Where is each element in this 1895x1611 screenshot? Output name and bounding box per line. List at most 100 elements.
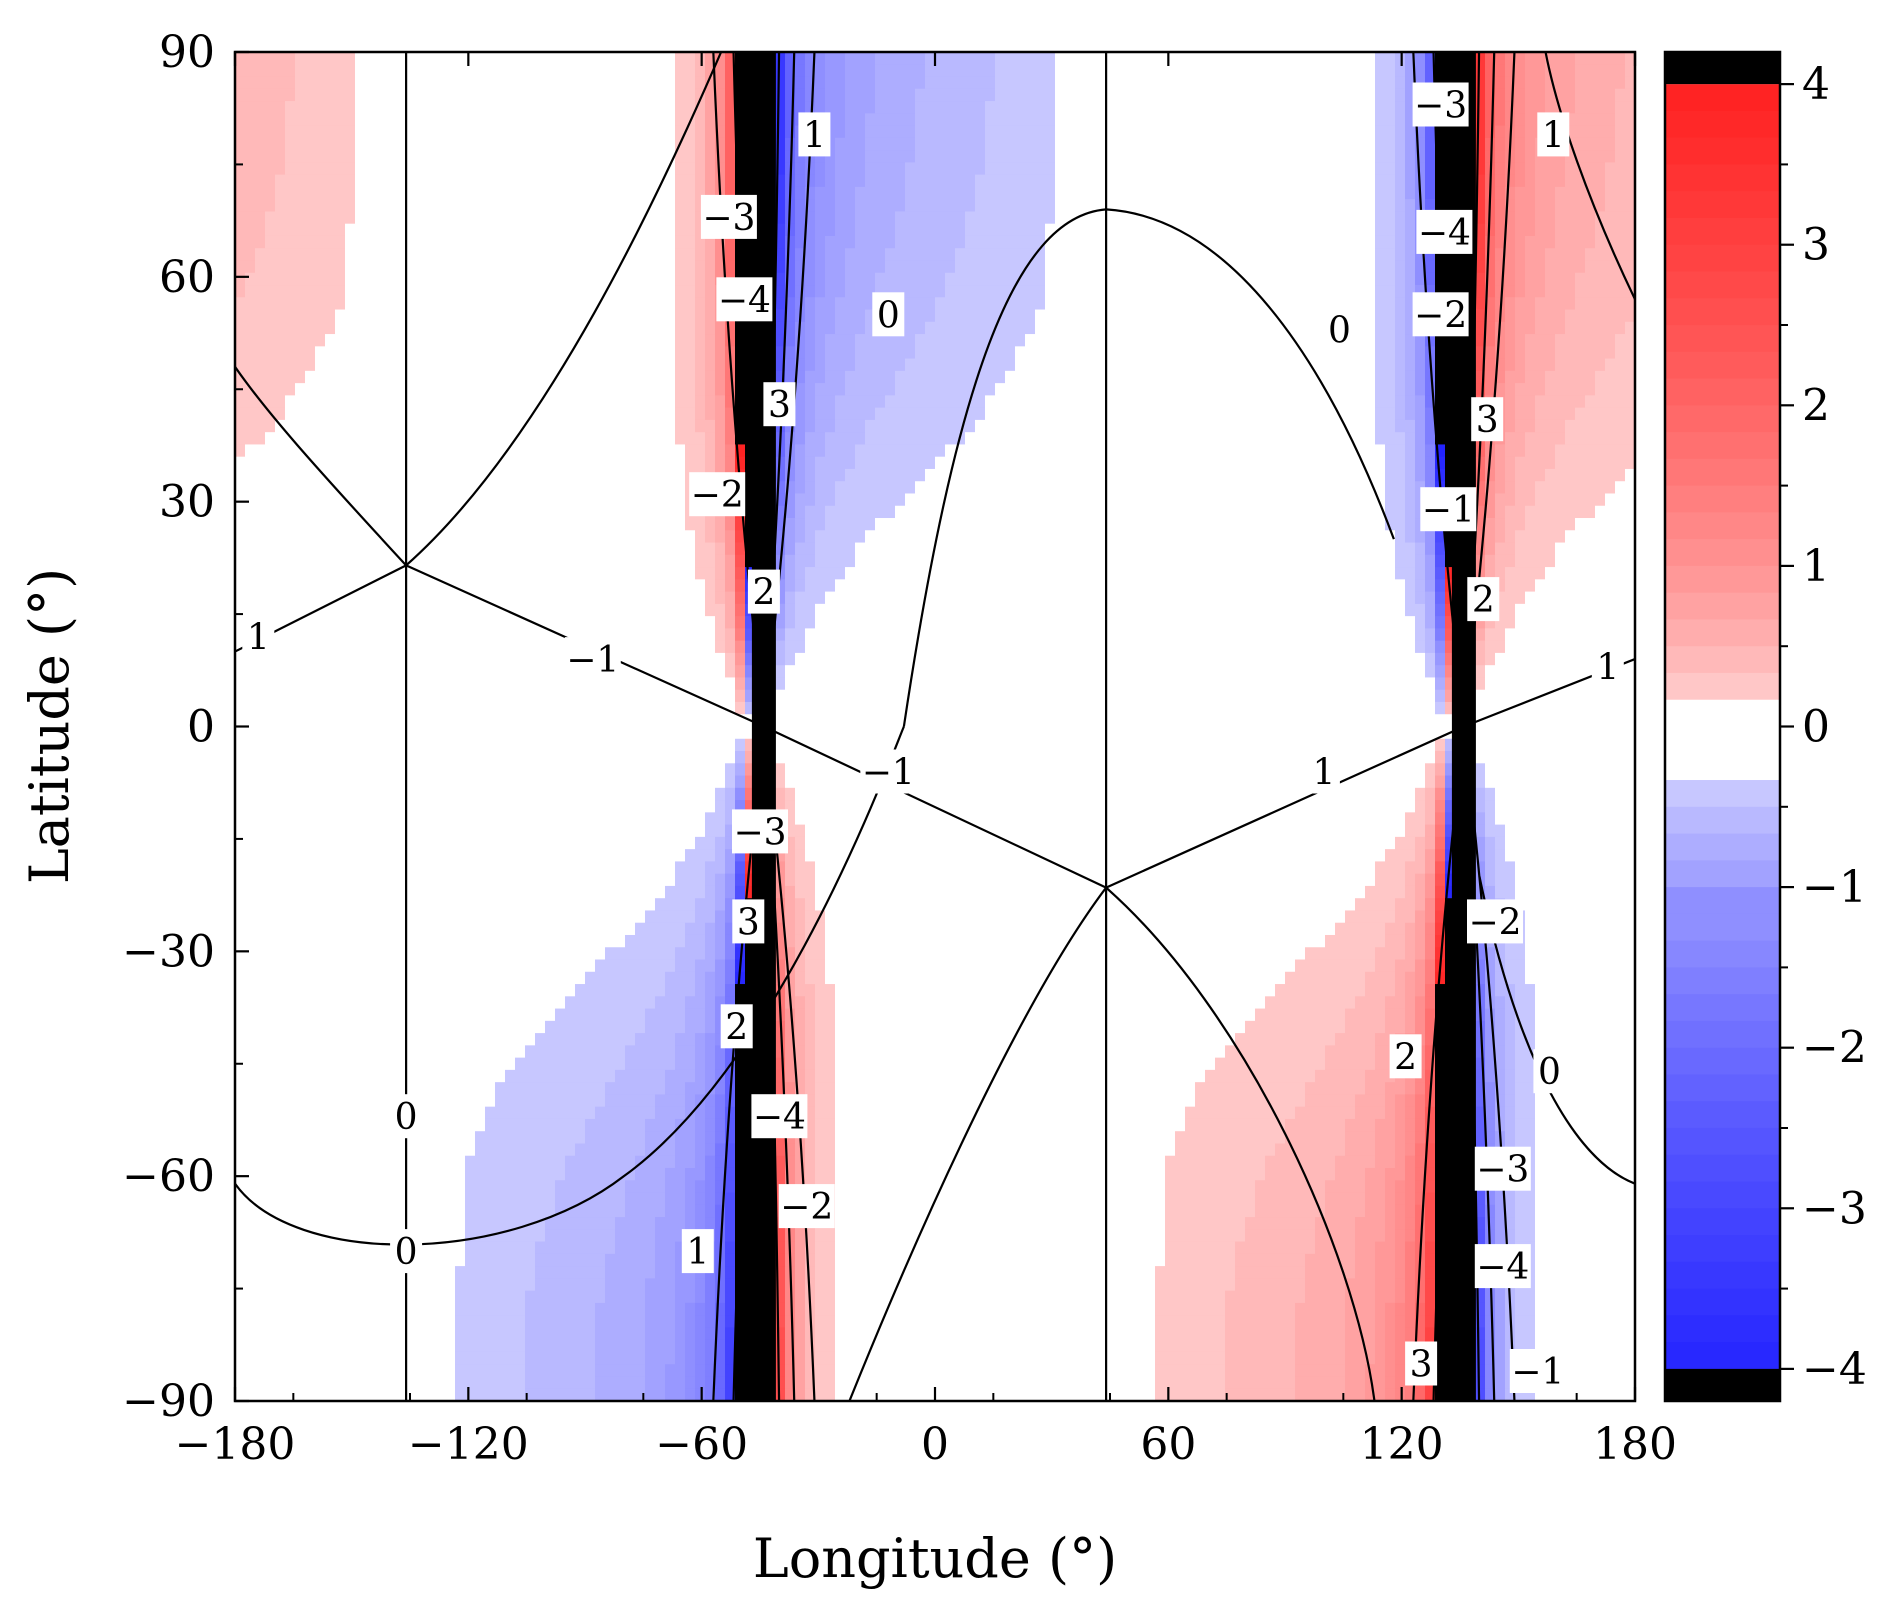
field-cell (275, 162, 286, 176)
field-cell (435, 1143, 446, 1157)
field-cell (675, 1388, 686, 1401)
field-cell (485, 1376, 496, 1390)
field-cell (615, 52, 626, 65)
field-cell (675, 1167, 686, 1181)
field-cell (305, 235, 316, 249)
field-cell (325, 113, 336, 127)
field-cell (605, 334, 616, 347)
field-cell (355, 885, 366, 899)
field-cell (445, 235, 456, 249)
field-cell (345, 775, 356, 789)
field-cell (485, 150, 496, 163)
field-cell (585, 1351, 596, 1365)
field-cell (605, 934, 616, 948)
field-cell (645, 652, 656, 666)
field-cell (575, 419, 586, 433)
field-cell (605, 358, 616, 372)
field-cell (355, 88, 366, 102)
field-cell (335, 248, 346, 262)
field-cell (455, 787, 466, 801)
field-cell (345, 800, 356, 813)
field-cell (645, 321, 656, 335)
field-cell (435, 996, 446, 1010)
field-cell (535, 1290, 546, 1304)
field-cell (365, 199, 376, 213)
field-cell (455, 665, 466, 679)
field-cell (645, 1204, 656, 1218)
field-cell (365, 260, 376, 274)
field-cell (625, 1033, 636, 1046)
field-cell (405, 481, 416, 495)
field-cell (305, 1290, 316, 1304)
field-cell (545, 1155, 556, 1169)
field-cell (615, 1376, 626, 1390)
field-cell (535, 1143, 546, 1157)
field-cell (655, 272, 666, 286)
field-cell (615, 174, 626, 188)
field-cell (525, 468, 536, 482)
field-cell (575, 947, 586, 961)
field-cell (345, 223, 356, 237)
field-cell (275, 334, 286, 347)
field-cell (665, 1155, 676, 1169)
field-cell (415, 751, 426, 764)
field-cell (655, 1180, 666, 1194)
field-cell (485, 603, 496, 617)
field-cell (665, 1167, 676, 1181)
field-cell (345, 542, 356, 556)
field-cell (475, 849, 486, 862)
field-cell (265, 1204, 276, 1218)
field-cell (525, 701, 536, 715)
field-cell (645, 1094, 656, 1108)
field-cell (465, 370, 476, 384)
field-cell (515, 996, 526, 1010)
field-cell (285, 984, 296, 997)
field-cell (565, 959, 576, 973)
field-cell (595, 1192, 606, 1206)
field-cell (495, 1302, 506, 1316)
field-cell (435, 1057, 446, 1071)
field-cell (475, 579, 486, 593)
field-cell (425, 1302, 436, 1316)
field-cell (665, 689, 676, 703)
field-cell (295, 1217, 306, 1230)
field-cell (305, 591, 316, 605)
field-cell (665, 285, 676, 298)
field-cell (315, 76, 326, 90)
field-cell (635, 101, 646, 114)
field-cell (325, 640, 336, 654)
field-cell (565, 873, 576, 887)
field-cell (655, 971, 666, 985)
field-cell (635, 959, 646, 973)
field-cell (285, 211, 296, 225)
field-cell (435, 591, 446, 605)
field-cell (355, 1266, 366, 1279)
field-cell (625, 726, 636, 740)
field-cell (625, 1229, 636, 1243)
field-cell (385, 383, 396, 396)
field-cell (385, 652, 396, 666)
field-cell (315, 1033, 326, 1046)
field-cell (285, 628, 296, 642)
field-cell (305, 898, 316, 912)
field-cell (305, 714, 316, 728)
field-cell (675, 1278, 686, 1292)
field-cell (295, 419, 306, 433)
field-cell (535, 137, 546, 151)
field-cell (375, 150, 386, 163)
field-cell (665, 1388, 676, 1401)
field-cell (475, 861, 486, 875)
field-cell (575, 334, 586, 347)
field-cell (475, 88, 486, 102)
field-cell (395, 419, 406, 433)
field-cell (285, 689, 296, 703)
field-cell (285, 1327, 296, 1341)
field-cell (285, 849, 296, 862)
field-cell (605, 530, 616, 544)
field-cell (425, 849, 436, 862)
field-cell (445, 248, 456, 262)
field-cell (325, 1008, 336, 1022)
field-cell (265, 334, 276, 347)
field-cell (375, 800, 386, 813)
field-cell (485, 52, 496, 65)
